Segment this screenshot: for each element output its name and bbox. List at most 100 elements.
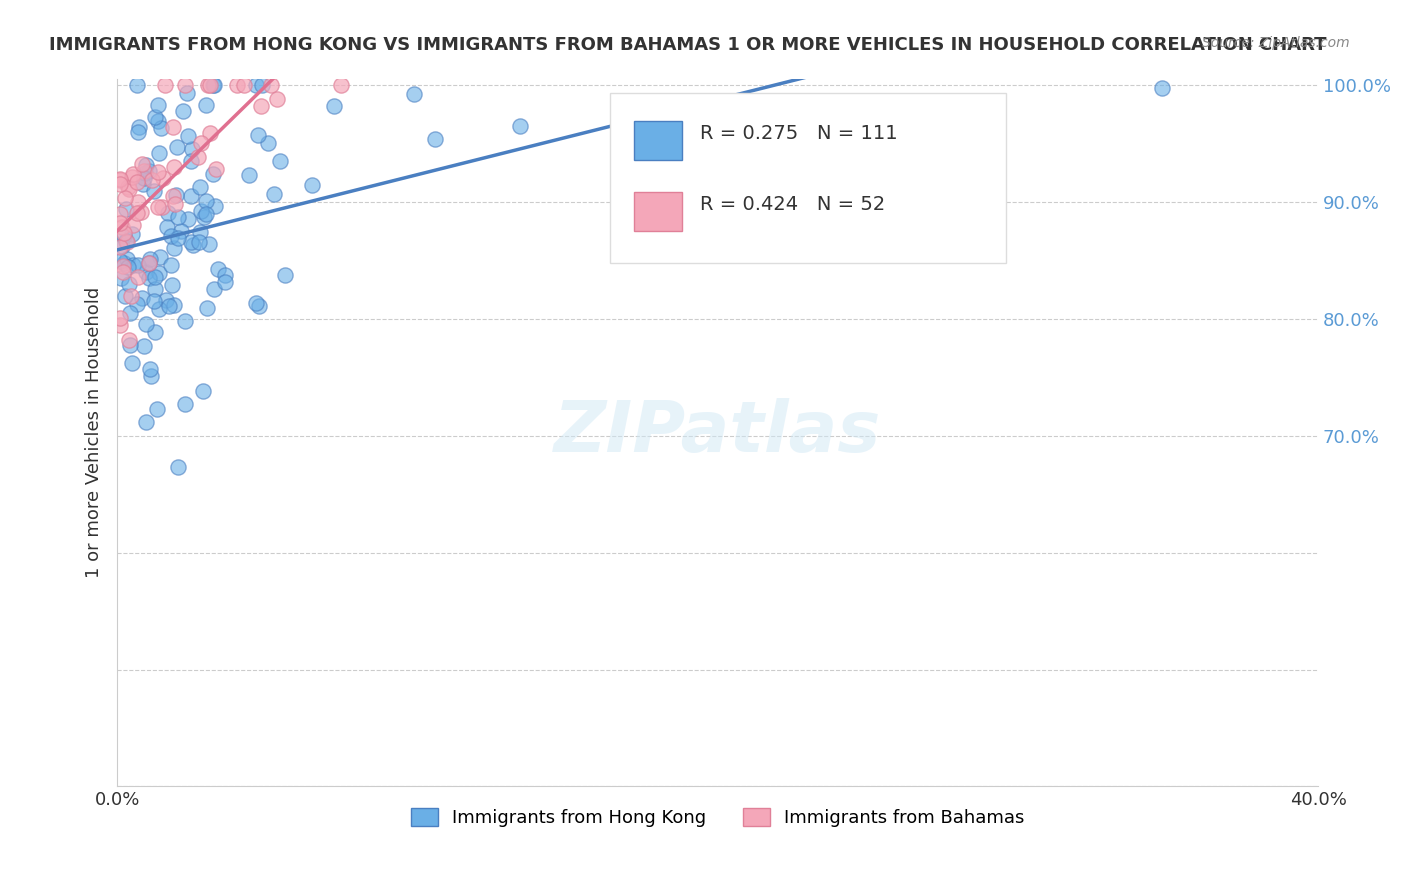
Immigrants from Hong Kong: [177, 129, 200, 144]
Immigrants from Bahamas: [173, 78, 195, 92]
Immigrants from Hong Kong: [108, 254, 131, 268]
Immigrants from Hong Kong: [509, 119, 531, 133]
Immigrants from Hong Kong: [120, 306, 142, 320]
Immigrants from Hong Kong: [131, 291, 153, 305]
Immigrants from Hong Kong: [245, 78, 267, 92]
Immigrants from Bahamas: [138, 256, 160, 270]
Immigrants from Hong Kong: [157, 205, 180, 219]
Immigrants from Bahamas: [150, 200, 173, 214]
Immigrants from Hong Kong: [198, 236, 221, 251]
Immigrants from Hong Kong: [111, 238, 134, 252]
Immigrants from Hong Kong: [160, 278, 183, 293]
Immigrants from Hong Kong: [148, 302, 170, 317]
Text: R = 0.275   N = 111: R = 0.275 N = 111: [700, 125, 897, 144]
Immigrants from Bahamas: [141, 173, 163, 187]
Immigrants from Bahamas: [266, 92, 288, 106]
Immigrants from Hong Kong: [132, 178, 155, 192]
Immigrants from Hong Kong: [134, 166, 156, 180]
Immigrants from Hong Kong: [122, 258, 145, 272]
Immigrants from Hong Kong: [172, 104, 194, 119]
Immigrants from Bahamas: [131, 157, 153, 171]
Immigrants from Bahamas: [225, 78, 247, 92]
Text: IMMIGRANTS FROM HONG KONG VS IMMIGRANTS FROM BAHAMAS 1 OR MORE VEHICLES IN HOUSE: IMMIGRANTS FROM HONG KONG VS IMMIGRANTS …: [49, 36, 1327, 54]
Immigrants from Hong Kong: [148, 145, 170, 160]
Immigrants from Bahamas: [162, 189, 184, 203]
Immigrants from Hong Kong: [146, 402, 169, 417]
Immigrants from Hong Kong: [114, 256, 136, 270]
Immigrants from Hong Kong: [145, 270, 167, 285]
Immigrants from Hong Kong: [207, 261, 229, 276]
Immigrants from Hong Kong: [190, 204, 212, 219]
Legend: Immigrants from Hong Kong, Immigrants from Bahamas: Immigrants from Hong Kong, Immigrants fr…: [404, 800, 1032, 834]
Immigrants from Bahamas: [117, 179, 139, 194]
Immigrants from Hong Kong: [156, 220, 179, 235]
Immigrants from Hong Kong: [146, 98, 169, 112]
Immigrants from Hong Kong: [138, 271, 160, 285]
Immigrants from Hong Kong: [163, 298, 186, 312]
Immigrants from Hong Kong: [142, 294, 165, 309]
Immigrants from Hong Kong: [214, 275, 236, 289]
FancyBboxPatch shape: [634, 192, 682, 231]
Immigrants from Hong Kong: [138, 256, 160, 270]
Immigrants from Bahamas: [112, 259, 135, 273]
Immigrants from Bahamas: [111, 219, 134, 234]
Immigrants from Hong Kong: [143, 184, 166, 198]
Immigrants from Hong Kong: [110, 271, 132, 285]
Immigrants from Hong Kong: [180, 189, 202, 203]
Immigrants from Hong Kong: [166, 140, 188, 154]
Immigrants from Bahamas: [232, 78, 254, 92]
Immigrants from Hong Kong: [173, 397, 195, 411]
Immigrants from Hong Kong: [191, 384, 214, 398]
Immigrants from Hong Kong: [118, 277, 141, 291]
Immigrants from Bahamas: [120, 289, 142, 303]
Immigrants from Hong Kong: [166, 231, 188, 245]
Immigrants from Hong Kong: [114, 288, 136, 302]
Immigrants from Hong Kong: [202, 78, 225, 92]
Immigrants from Hong Kong: [174, 314, 197, 328]
Immigrants from Hong Kong: [201, 78, 224, 92]
Immigrants from Bahamas: [108, 318, 131, 332]
Immigrants from Hong Kong: [202, 167, 225, 181]
Immigrants from Bahamas: [108, 177, 131, 191]
Immigrants from Hong Kong: [188, 180, 211, 194]
Immigrants from Hong Kong: [134, 339, 156, 353]
Immigrants from Hong Kong: [181, 238, 204, 252]
Immigrants from Hong Kong: [167, 460, 190, 475]
Immigrants from Bahamas: [125, 175, 148, 189]
Text: ZIPatlas: ZIPatlas: [554, 398, 882, 467]
Immigrants from Bahamas: [162, 120, 184, 134]
Immigrants from Hong Kong: [121, 227, 143, 241]
Immigrants from Hong Kong: [148, 266, 170, 280]
Immigrants from Bahamas: [329, 78, 352, 92]
Immigrants from Bahamas: [108, 216, 131, 230]
Immigrants from Hong Kong: [163, 241, 186, 255]
Immigrants from Bahamas: [118, 333, 141, 347]
Immigrants from Hong Kong: [149, 121, 172, 136]
Immigrants from Hong Kong: [159, 299, 181, 313]
Immigrants from Bahamas: [198, 126, 221, 140]
Immigrants from Hong Kong: [135, 415, 157, 429]
Immigrants from Bahamas: [114, 191, 136, 205]
Immigrants from Hong Kong: [135, 317, 157, 331]
Immigrants from Hong Kong: [195, 301, 218, 315]
Immigrants from Bahamas: [260, 78, 283, 92]
Immigrants from Hong Kong: [214, 268, 236, 282]
Immigrants from Hong Kong: [139, 368, 162, 383]
Immigrants from Bahamas: [187, 150, 209, 164]
Immigrants from Hong Kong: [301, 178, 323, 192]
Immigrants from Hong Kong: [274, 268, 297, 282]
Immigrants from Bahamas: [204, 162, 226, 177]
Immigrants from Bahamas: [108, 206, 131, 220]
Immigrants from Bahamas: [122, 219, 145, 233]
Immigrants from Hong Kong: [167, 210, 190, 224]
Immigrants from Hong Kong: [160, 228, 183, 243]
Immigrants from Hong Kong: [176, 87, 198, 101]
Immigrants from Bahamas: [115, 235, 138, 249]
Immigrants from Hong Kong: [143, 111, 166, 125]
Immigrants from Bahamas: [163, 197, 186, 211]
Immigrants from Hong Kong: [188, 225, 211, 239]
Immigrants from Hong Kong: [125, 297, 148, 311]
Immigrants from Hong Kong: [1150, 81, 1173, 95]
Immigrants from Bahamas: [114, 226, 136, 240]
FancyBboxPatch shape: [610, 93, 1005, 263]
